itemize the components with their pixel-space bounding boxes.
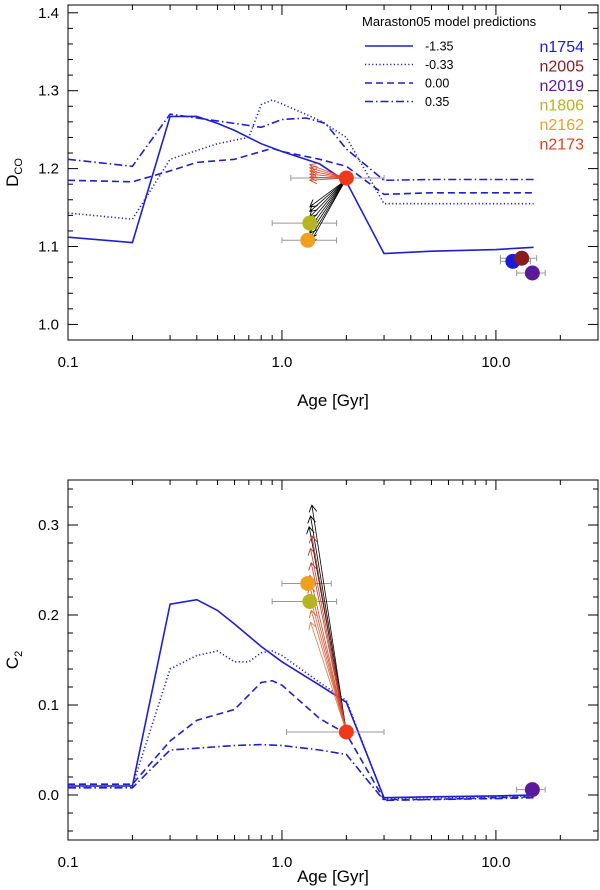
y-axis-label: DCO (3, 158, 25, 187)
top-panel: 0.1 1.0 10.0 1.0 1.1 1.2 1.3 1.4 Age [Gyr] DCO Mar… (3, 4, 599, 410)
series-line-dashed (68, 679, 534, 801)
cluster-label-n2173: n2173 (540, 137, 585, 154)
legend-label: 0.35 (425, 95, 449, 109)
x-tick-label: 1.0 (272, 854, 293, 871)
data-point-n2005 (514, 250, 530, 266)
bottom-panel: 0.1 1.0 10.0 0.0 0.1 0.2 0.3 Age [Gyr] C2 (3, 479, 599, 886)
legend: Maraston05 model predictions -1.35 -0.33 0.… (362, 14, 584, 154)
x-axis-label: Age [Gyr] (297, 867, 369, 886)
y-tick-label: 0.3 (38, 517, 59, 534)
y-tick-label: 1.4 (38, 5, 59, 22)
data-point-n1806 (302, 215, 318, 231)
evolution-arrow (311, 563, 347, 733)
x-tick-label: 1.0 (272, 354, 293, 371)
series-line-dotted (68, 650, 534, 800)
evolution-arrow (310, 180, 346, 243)
legend-label: -1.35 (425, 40, 454, 54)
plot-area (68, 99, 546, 281)
x-tick-label: 10.0 (481, 854, 510, 871)
data-point-n1806 (302, 594, 318, 609)
series-line-solid (68, 115, 534, 255)
series-line-solid (68, 598, 534, 799)
data-point-n2173 (338, 724, 354, 740)
y-tick-label: 1.3 (38, 83, 59, 100)
legend-label: -0.33 (425, 58, 454, 72)
y-tick-label: 0.0 (38, 787, 59, 804)
y-tick-label: 1.2 (38, 161, 59, 178)
x-tick-label: 10.0 (481, 354, 510, 371)
legend-title: Maraston05 model predictions (362, 14, 537, 29)
evolution-arrow (312, 536, 347, 733)
data-point-n2173 (338, 170, 354, 186)
evolution-arrow (311, 599, 347, 733)
y-tick-label: 1.1 (38, 239, 59, 256)
plot-area (68, 505, 546, 802)
legend-label: 0.00 (425, 77, 449, 91)
evolution-arrow (311, 611, 347, 733)
evolution-arrow (310, 179, 346, 211)
plot-frame (67, 479, 599, 841)
x-tick-label: 0.1 (58, 354, 79, 371)
x-tick-label: 0.1 (58, 854, 79, 871)
y-tick-label: 0.1 (38, 697, 59, 714)
x-axis-label: Age [Gyr] (297, 391, 369, 410)
data-point-n2162 (300, 232, 316, 248)
y-axis-label: C2 (3, 651, 25, 669)
series-line-dashdot (68, 743, 534, 802)
data-point-n2019 (524, 265, 540, 281)
y-tick-label: 1.0 (38, 316, 59, 333)
evolution-arrow (310, 180, 346, 222)
cluster-label-n2019: n2019 (540, 78, 585, 95)
cluster-label-n2162: n2162 (540, 117, 585, 134)
evolution-arrow (311, 622, 347, 733)
y-tick-label: 0.2 (38, 607, 59, 624)
data-point-n2162 (300, 576, 316, 591)
evolution-arrow (310, 179, 346, 206)
plot-frame (67, 4, 599, 341)
cluster-label-n1806: n1806 (540, 98, 585, 115)
series-line-dashed (68, 147, 534, 196)
series-line-dashdot (68, 113, 534, 182)
evolution-arrow (310, 180, 346, 217)
cluster-label-n1754: n1754 (540, 39, 585, 56)
evolution-arrow (312, 505, 347, 733)
cluster-label-n2005: n2005 (540, 59, 585, 76)
data-point-n2019 (524, 782, 540, 798)
